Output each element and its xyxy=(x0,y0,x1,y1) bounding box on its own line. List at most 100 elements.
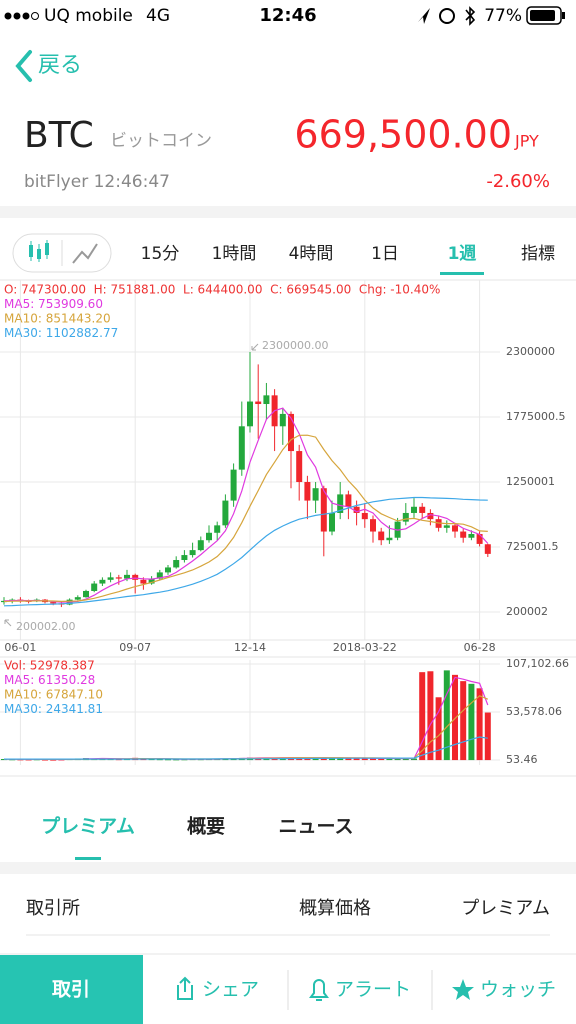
y-tick-label: 2300000 xyxy=(506,345,555,358)
candle-body xyxy=(173,560,180,568)
volume-bar xyxy=(452,674,458,761)
network: 4G xyxy=(146,6,170,26)
star-icon xyxy=(452,979,474,1000)
volume-bar xyxy=(411,758,417,761)
ma-line xyxy=(3,434,488,603)
legend-title: Vol: 52978.387 xyxy=(4,659,95,673)
legend-entry: MA5: 61350.28 xyxy=(4,673,95,687)
x-tick-label: 09-07 xyxy=(119,641,151,654)
timeframe-tab[interactable]: 指標 xyxy=(521,244,555,264)
legend-entry: MA10: 67847.10 xyxy=(4,688,103,702)
volume-bar xyxy=(25,759,32,761)
legend-entry: MA10: 851443.20 xyxy=(4,312,111,326)
section-tab[interactable]: 概要 xyxy=(187,816,225,838)
back-label[interactable]: 戻る xyxy=(38,53,82,78)
info-line: O: 747300.00 H: 751881.00 L: 644400.00 C… xyxy=(4,283,440,297)
share-button[interactable]: シェア xyxy=(177,976,259,1001)
separator xyxy=(0,206,576,218)
x-tick-label: 2018-03-22 xyxy=(333,641,397,654)
share-label[interactable]: シェア xyxy=(202,979,259,1001)
section-tab[interactable]: プレミアム xyxy=(41,815,135,838)
candle-body xyxy=(443,525,450,528)
legend-entry: MA30: 24341.81 xyxy=(4,702,103,716)
candle-body xyxy=(50,602,57,604)
column-header: 概算価格 xyxy=(299,898,371,919)
legend-entry: MA5: 753909.60 xyxy=(4,297,103,311)
line-icon[interactable] xyxy=(72,243,98,264)
candle-body xyxy=(476,534,483,544)
annotation: 2300000.00 xyxy=(262,339,328,352)
volume-bar xyxy=(337,758,344,761)
candle-body xyxy=(181,555,188,561)
timeframe-tab[interactable]: 15分 xyxy=(141,244,180,264)
volume-bar xyxy=(419,672,426,761)
annotation: 200002.00 xyxy=(16,620,76,633)
timeframe-tab[interactable]: 1日 xyxy=(371,244,399,264)
volume-bar xyxy=(345,758,352,761)
column-header: プレミアム xyxy=(461,898,550,919)
battery xyxy=(526,6,562,25)
candle-body xyxy=(230,469,237,501)
candle-icon[interactable] xyxy=(29,240,49,262)
volume-bar xyxy=(173,759,180,761)
timeframe-tab[interactable]: 1週 xyxy=(448,244,477,264)
chart-style-toggle[interactable] xyxy=(12,233,112,273)
alert-label[interactable]: アラート xyxy=(335,979,411,1001)
trade-label[interactable]: 取引 xyxy=(52,979,90,1001)
bluetooth-icon xyxy=(465,6,476,26)
volume-bar xyxy=(156,759,163,761)
change: -2.60% xyxy=(486,171,550,192)
volume-bar xyxy=(476,688,483,761)
signal xyxy=(4,12,39,20)
section-tab[interactable]: ニュース xyxy=(278,816,353,838)
legend-entry: MA30: 1102882.77 xyxy=(4,326,118,340)
ma-line xyxy=(4,736,488,760)
trade-button[interactable] xyxy=(0,955,143,1024)
candle-body xyxy=(222,500,229,526)
y-tick-label: 725001.5 xyxy=(506,540,559,553)
carrier: UQ mobile xyxy=(44,6,133,26)
candle-body xyxy=(83,590,89,598)
alert-button[interactable]: アラート xyxy=(309,979,411,1001)
candle-body xyxy=(320,488,327,532)
annotation-arrow xyxy=(251,343,259,351)
y-tick-label: 200002 xyxy=(506,605,548,618)
volume-bar xyxy=(435,697,442,761)
timeframe-tab[interactable]: 4時間 xyxy=(289,244,334,264)
candle-body xyxy=(312,488,319,501)
y-tick-label: 107,102.66 xyxy=(506,657,569,670)
watch-button[interactable]: ウォッチ xyxy=(452,979,556,1001)
candle-body xyxy=(296,451,303,483)
candle-body xyxy=(329,512,335,532)
bell-icon xyxy=(309,979,329,1001)
volume-bar xyxy=(468,683,475,761)
volume-bar xyxy=(370,758,376,761)
candle-body xyxy=(107,577,114,580)
active-underline xyxy=(75,857,101,860)
symbol: BTC xyxy=(24,115,94,156)
back-button[interactable]: 戻る xyxy=(15,50,82,82)
location-icon xyxy=(418,8,430,24)
battery-level xyxy=(530,10,555,21)
candle-body xyxy=(452,525,458,532)
candle-body xyxy=(91,583,98,591)
candle-body xyxy=(419,506,426,513)
candle-body xyxy=(370,519,376,532)
candle-body xyxy=(165,567,171,573)
candle-body xyxy=(345,494,352,507)
table-header: 取引所 概算価格 プレミアム xyxy=(26,898,550,936)
volume-bar xyxy=(361,758,368,761)
currency: JPY xyxy=(514,132,539,151)
watch-label[interactable]: ウォッチ xyxy=(480,979,556,1001)
x-tick-label: 06-28 xyxy=(464,641,496,654)
alarm-icon xyxy=(439,8,455,24)
candle-body xyxy=(411,506,417,513)
volume-bar xyxy=(353,758,360,761)
candle-body xyxy=(386,537,393,541)
candle-body xyxy=(255,401,262,405)
timeframe-tab[interactable]: 1時間 xyxy=(212,244,257,264)
volume-bar xyxy=(386,758,393,761)
